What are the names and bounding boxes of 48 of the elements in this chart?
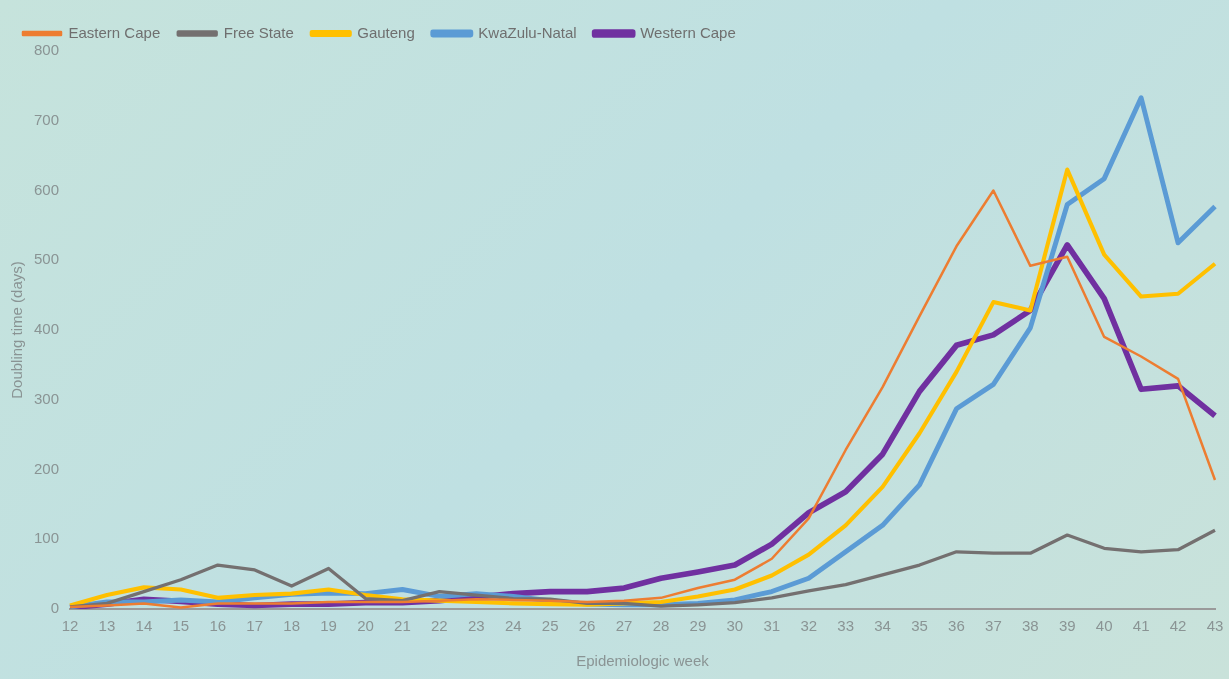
x-tick-label: 13 xyxy=(98,617,116,635)
x-tick-label: 41 xyxy=(1132,617,1150,635)
y-tick-label: 400 xyxy=(34,320,60,338)
x-tick-label: 42 xyxy=(1169,617,1187,635)
x-tick-label: 15 xyxy=(172,617,190,635)
x-tick-label: 17 xyxy=(246,617,264,635)
legend-label: Gauteng xyxy=(357,23,415,41)
x-tick-label: 22 xyxy=(431,617,448,635)
x-tick-label: 38 xyxy=(1021,617,1039,635)
y-tick-label: 100 xyxy=(34,529,60,547)
legend-label: Free State xyxy=(223,23,294,41)
x-tick-label: 43 xyxy=(1206,617,1224,635)
x-tick-label: 14 xyxy=(135,617,153,635)
x-tick-label: 37 xyxy=(985,617,1002,635)
x-tick-label: 30 xyxy=(726,617,744,635)
x-tick-label: 28 xyxy=(652,617,670,635)
x-tick-label: 35 xyxy=(911,617,928,635)
x-tick-label: 27 xyxy=(615,617,633,635)
y-tick-label: 700 xyxy=(34,110,60,128)
x-tick-label: 20 xyxy=(357,617,374,635)
y-tick-label: 600 xyxy=(34,180,60,198)
x-tick-label: 12 xyxy=(61,617,79,635)
y-tick-label: 0 xyxy=(50,599,60,617)
x-tick-label: 19 xyxy=(320,617,337,635)
x-tick-label: 23 xyxy=(467,617,485,635)
legend-label: Western Cape xyxy=(640,23,736,41)
x-tick-label: 29 xyxy=(689,617,707,635)
x-tick-label: 31 xyxy=(763,617,781,635)
x-tick-label: 18 xyxy=(283,617,300,635)
legend-label: KwaZulu-Natal xyxy=(478,23,577,41)
x-tick-label: 16 xyxy=(209,617,227,635)
y-tick-label: 500 xyxy=(34,250,60,268)
x-tick-label: 40 xyxy=(1095,617,1113,635)
x-tick-label: 21 xyxy=(394,617,411,635)
y-axis-title: Doubling time (days) xyxy=(8,261,26,399)
y-tick-label: 200 xyxy=(34,459,60,477)
x-tick-label: 24 xyxy=(504,617,522,635)
x-tick-label: 32 xyxy=(800,617,818,635)
y-tick-label: 800 xyxy=(34,41,60,59)
x-tick-label: 39 xyxy=(1058,617,1076,635)
x-tick-label: 26 xyxy=(578,617,596,635)
y-tick-label: 300 xyxy=(34,389,60,407)
x-tick-label: 33 xyxy=(837,617,854,635)
x-tick-label: 36 xyxy=(948,617,965,635)
x-tick-label: 25 xyxy=(541,617,559,635)
x-axis-title: Epidemiologic week xyxy=(576,652,710,670)
legend-label: Eastern Cape xyxy=(68,23,161,41)
x-tick-label: 34 xyxy=(874,617,891,635)
